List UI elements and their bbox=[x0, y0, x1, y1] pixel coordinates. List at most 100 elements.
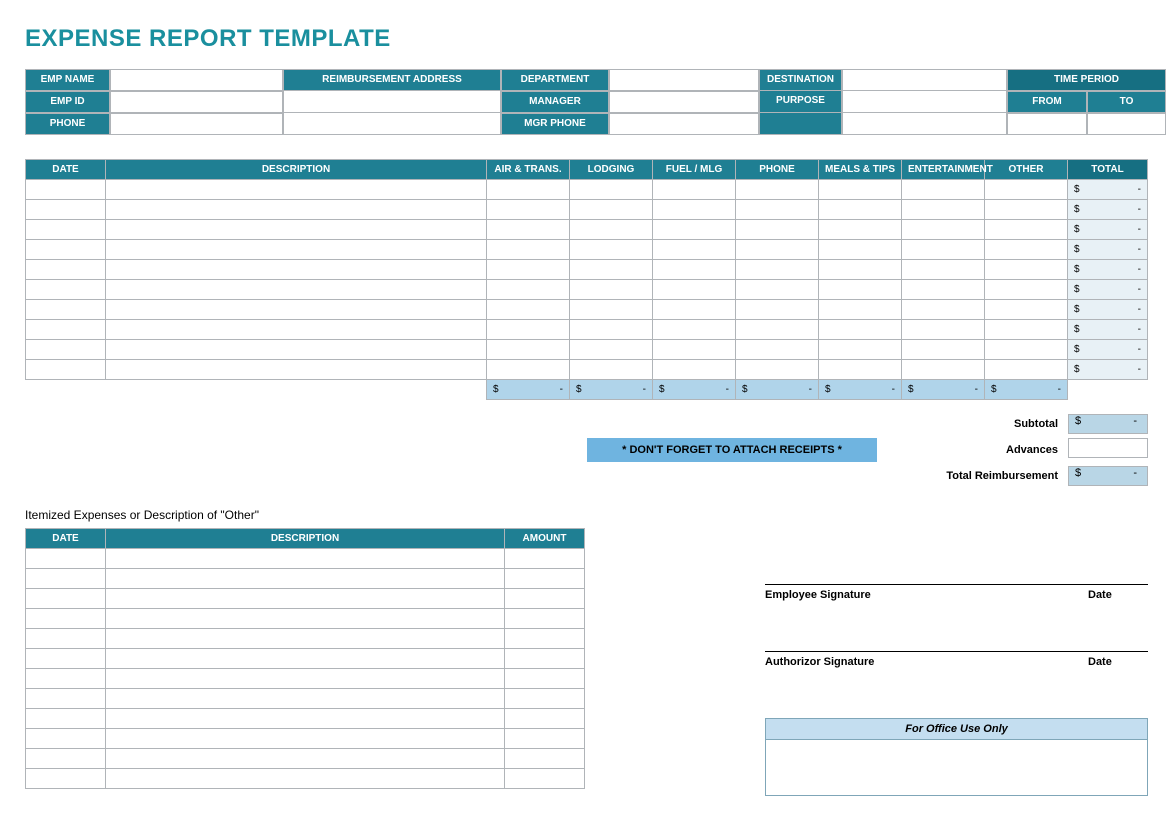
expense-cell[interactable] bbox=[106, 300, 487, 320]
itemized-cell[interactable] bbox=[505, 589, 585, 609]
expense-cell[interactable] bbox=[985, 260, 1068, 280]
expense-cell[interactable] bbox=[106, 280, 487, 300]
itemized-cell[interactable] bbox=[505, 569, 585, 589]
itemized-cell[interactable] bbox=[26, 629, 106, 649]
itemized-cell[interactable] bbox=[26, 689, 106, 709]
expense-cell[interactable] bbox=[736, 360, 819, 380]
itemized-cell[interactable] bbox=[106, 549, 505, 569]
emp-id-value[interactable] bbox=[110, 91, 283, 113]
expense-cell[interactable] bbox=[985, 360, 1068, 380]
expense-cell[interactable] bbox=[985, 240, 1068, 260]
expense-cell[interactable] bbox=[570, 300, 653, 320]
itemized-cell[interactable] bbox=[106, 629, 505, 649]
expense-cell[interactable] bbox=[902, 360, 985, 380]
itemized-cell[interactable] bbox=[106, 729, 505, 749]
phone-value[interactable] bbox=[110, 113, 283, 135]
expense-cell[interactable] bbox=[985, 220, 1068, 240]
expense-cell[interactable] bbox=[902, 280, 985, 300]
expense-cell[interactable] bbox=[819, 320, 902, 340]
itemized-cell[interactable] bbox=[505, 729, 585, 749]
expense-cell[interactable] bbox=[653, 220, 736, 240]
expense-cell[interactable] bbox=[736, 260, 819, 280]
purpose-value-2[interactable] bbox=[842, 113, 1007, 135]
expense-cell[interactable] bbox=[736, 320, 819, 340]
purpose-value[interactable] bbox=[842, 91, 1007, 113]
expense-cell[interactable] bbox=[736, 220, 819, 240]
expense-cell[interactable] bbox=[570, 200, 653, 220]
expense-cell[interactable] bbox=[902, 180, 985, 200]
itemized-cell[interactable] bbox=[106, 649, 505, 669]
expense-cell[interactable] bbox=[106, 220, 487, 240]
expense-cell[interactable] bbox=[26, 260, 106, 280]
itemized-cell[interactable] bbox=[26, 749, 106, 769]
expense-cell[interactable] bbox=[26, 320, 106, 340]
expense-cell[interactable] bbox=[819, 340, 902, 360]
expense-cell[interactable] bbox=[26, 200, 106, 220]
itemized-cell[interactable] bbox=[505, 689, 585, 709]
expense-cell[interactable] bbox=[487, 300, 570, 320]
itemized-cell[interactable] bbox=[106, 609, 505, 629]
expense-cell[interactable] bbox=[570, 340, 653, 360]
expense-cell[interactable] bbox=[106, 200, 487, 220]
expense-cell[interactable] bbox=[902, 260, 985, 280]
expense-cell[interactable] bbox=[736, 200, 819, 220]
to-value[interactable] bbox=[1087, 113, 1166, 135]
expense-cell[interactable] bbox=[487, 200, 570, 220]
itemized-cell[interactable] bbox=[505, 669, 585, 689]
itemized-cell[interactable] bbox=[106, 769, 505, 789]
expense-cell[interactable] bbox=[26, 340, 106, 360]
expense-cell[interactable] bbox=[902, 340, 985, 360]
expense-cell[interactable] bbox=[985, 280, 1068, 300]
expense-cell[interactable] bbox=[985, 200, 1068, 220]
itemized-cell[interactable] bbox=[26, 569, 106, 589]
expense-cell[interactable] bbox=[570, 240, 653, 260]
itemized-cell[interactable] bbox=[106, 749, 505, 769]
expense-cell[interactable] bbox=[487, 280, 570, 300]
expense-cell[interactable] bbox=[570, 320, 653, 340]
expense-cell[interactable] bbox=[487, 320, 570, 340]
itemized-cell[interactable] bbox=[106, 589, 505, 609]
expense-cell[interactable] bbox=[653, 320, 736, 340]
itemized-cell[interactable] bbox=[26, 729, 106, 749]
itemized-cell[interactable] bbox=[106, 709, 505, 729]
dest-value[interactable] bbox=[842, 69, 1007, 91]
expense-cell[interactable] bbox=[819, 220, 902, 240]
expense-cell[interactable] bbox=[985, 340, 1068, 360]
expense-cell[interactable] bbox=[653, 180, 736, 200]
expense-cell[interactable] bbox=[819, 240, 902, 260]
expense-cell[interactable] bbox=[736, 280, 819, 300]
expense-cell[interactable] bbox=[487, 180, 570, 200]
expense-cell[interactable] bbox=[736, 240, 819, 260]
expense-cell[interactable] bbox=[819, 260, 902, 280]
expense-cell[interactable] bbox=[819, 360, 902, 380]
expense-cell[interactable] bbox=[487, 240, 570, 260]
expense-cell[interactable] bbox=[736, 340, 819, 360]
itemized-cell[interactable] bbox=[106, 569, 505, 589]
itemized-cell[interactable] bbox=[26, 609, 106, 629]
expense-cell[interactable] bbox=[26, 220, 106, 240]
expense-cell[interactable] bbox=[985, 300, 1068, 320]
expense-cell[interactable] bbox=[487, 260, 570, 280]
expense-cell[interactable] bbox=[26, 240, 106, 260]
expense-cell[interactable] bbox=[570, 180, 653, 200]
expense-cell[interactable] bbox=[487, 220, 570, 240]
from-value[interactable] bbox=[1007, 113, 1087, 135]
expense-cell[interactable] bbox=[902, 220, 985, 240]
itemized-cell[interactable] bbox=[26, 709, 106, 729]
expense-cell[interactable] bbox=[106, 180, 487, 200]
expense-cell[interactable] bbox=[653, 280, 736, 300]
expense-cell[interactable] bbox=[819, 180, 902, 200]
expense-cell[interactable] bbox=[985, 320, 1068, 340]
itemized-cell[interactable] bbox=[26, 649, 106, 669]
itemized-cell[interactable] bbox=[505, 609, 585, 629]
expense-cell[interactable] bbox=[26, 360, 106, 380]
expense-cell[interactable] bbox=[902, 320, 985, 340]
reimb-value-2[interactable] bbox=[283, 113, 501, 135]
expense-cell[interactable] bbox=[106, 360, 487, 380]
expense-cell[interactable] bbox=[819, 300, 902, 320]
itemized-cell[interactable] bbox=[505, 629, 585, 649]
expense-cell[interactable] bbox=[26, 180, 106, 200]
dept-value[interactable] bbox=[609, 69, 759, 91]
itemized-cell[interactable] bbox=[26, 669, 106, 689]
emp-name-value[interactable] bbox=[110, 69, 283, 91]
